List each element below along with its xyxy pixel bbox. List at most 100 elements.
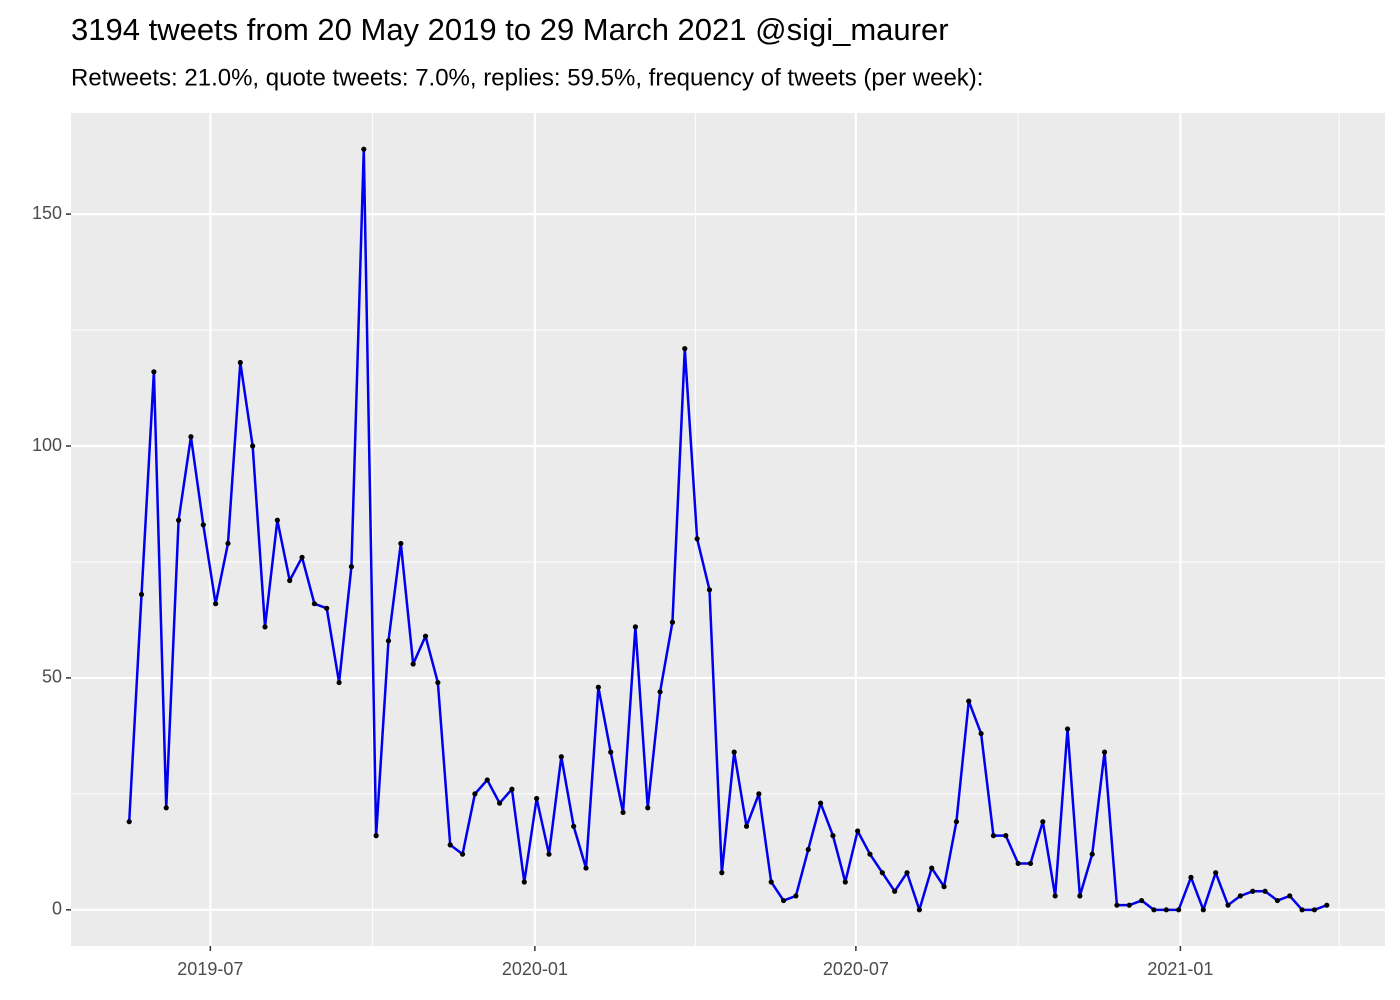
point: [990, 833, 997, 839]
point: [743, 823, 750, 829]
point: [595, 684, 601, 690]
point: [694, 536, 700, 542]
point: [410, 661, 416, 667]
point: [262, 624, 268, 630]
point: [336, 679, 342, 686]
point: [867, 851, 873, 857]
point: [1139, 897, 1145, 904]
point: [953, 819, 960, 825]
point: [225, 540, 231, 547]
point: [1101, 749, 1108, 755]
chart-title: 3194 tweets from 20 May 2019 to 29 March…: [71, 12, 949, 47]
point: [1176, 907, 1182, 913]
point: [1237, 893, 1243, 899]
point: [558, 754, 564, 760]
point: [793, 893, 799, 899]
point: [546, 851, 552, 857]
point: [780, 897, 787, 904]
y-tick-label: 150: [32, 203, 62, 223]
point: [657, 689, 663, 695]
y-tick-label: 0: [52, 899, 62, 919]
point: [1188, 874, 1194, 880]
point: [768, 879, 774, 885]
point: [274, 517, 280, 523]
point: [1114, 902, 1120, 908]
point: [237, 359, 243, 366]
point: [1262, 888, 1268, 894]
point: [188, 434, 194, 440]
point: [669, 619, 676, 625]
point: [904, 870, 910, 876]
point: [1077, 893, 1083, 899]
point: [509, 786, 515, 792]
point: [1299, 907, 1305, 913]
point: [608, 749, 614, 755]
x-tick-label: 2019-07: [177, 959, 243, 979]
x-tick-label: 2020-01: [502, 959, 568, 979]
point: [496, 800, 503, 806]
point: [534, 795, 540, 802]
point: [398, 540, 404, 547]
point: [175, 517, 182, 523]
point: [447, 842, 453, 848]
point: [200, 522, 206, 528]
point: [459, 851, 466, 857]
point: [842, 879, 848, 885]
point: [1287, 893, 1293, 899]
point: [435, 679, 441, 686]
point: [138, 591, 145, 598]
point: [324, 605, 330, 611]
point: [151, 369, 157, 375]
point: [978, 730, 984, 737]
point: [583, 865, 589, 871]
x-tick-label: 2021-01: [1147, 959, 1213, 979]
point: [1040, 819, 1046, 825]
y-tick-label: 50: [42, 667, 62, 687]
point: [571, 823, 577, 829]
point: [966, 698, 972, 704]
point: [929, 865, 935, 871]
point: [1200, 907, 1206, 913]
point: [521, 879, 527, 885]
point: [1311, 907, 1318, 913]
point: [855, 828, 861, 834]
point: [385, 638, 392, 644]
point: [1225, 902, 1231, 908]
point: [1213, 870, 1219, 876]
point: [299, 554, 305, 560]
point: [472, 791, 478, 797]
point: [1126, 902, 1132, 908]
point: [879, 870, 885, 876]
point: [311, 601, 317, 607]
point: [422, 633, 429, 639]
point: [1064, 726, 1071, 732]
point: [645, 805, 651, 811]
point: [817, 800, 824, 806]
point: [1274, 897, 1281, 904]
point: [682, 346, 688, 352]
point: [213, 601, 219, 607]
point: [892, 888, 898, 894]
point: [620, 809, 626, 816]
point: [373, 833, 379, 839]
point: [250, 443, 256, 449]
point: [941, 884, 947, 890]
x-tick-label: 2020-07: [823, 959, 889, 979]
point: [719, 870, 725, 876]
chart-subtitle: Retweets: 21.0%, quote tweets: 7.0%, rep…: [71, 64, 983, 91]
point: [163, 805, 169, 811]
point: [916, 907, 922, 913]
point: [805, 846, 811, 853]
point: [632, 624, 639, 630]
point: [1324, 902, 1330, 908]
point: [1151, 907, 1157, 913]
point: [1027, 860, 1034, 867]
point: [706, 587, 713, 593]
point: [1163, 907, 1169, 913]
point: [756, 791, 762, 797]
point: [1089, 851, 1095, 857]
point: [1250, 888, 1256, 894]
point: [1015, 860, 1021, 867]
point: [287, 577, 293, 584]
